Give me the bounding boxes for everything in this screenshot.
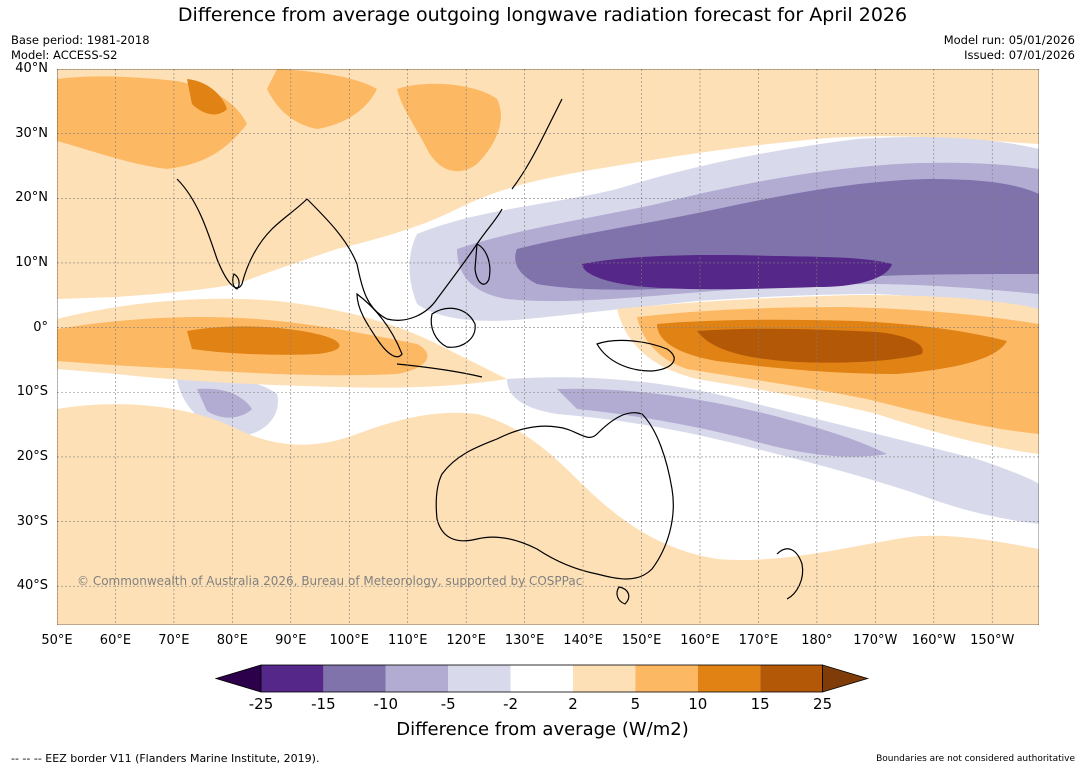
lon-label: 160°W — [911, 633, 956, 648]
india-outline — [176, 178, 308, 289]
colorbar-frame — [260, 664, 823, 693]
colorbar-tick: 2 — [568, 695, 578, 713]
lat-label: 0° — [33, 319, 48, 335]
lon-label: 50°E — [41, 633, 73, 648]
colorbar-arrow-high — [822, 664, 869, 693]
lon-label: 160°E — [680, 633, 720, 648]
lon-label: 180° — [801, 633, 833, 648]
anomaly-eq-dark-orange — [187, 326, 340, 355]
anomaly-north-light-orange — [57, 69, 1039, 299]
colorbar-segment — [323, 665, 386, 692]
anomaly-pac-deep-orange — [697, 328, 923, 363]
colorbar-segment — [635, 665, 698, 692]
colorbar — [215, 664, 869, 693]
copyright-text: © Commonwealth of Australia 2026, Bureau… — [77, 574, 583, 588]
sumatra-outline — [356, 292, 403, 358]
model-name: Model: ACCESS-S2 — [11, 48, 118, 62]
colorbar-segment — [448, 665, 511, 692]
anomaly-purple-deep — [582, 254, 892, 290]
lon-label: 150°E — [621, 633, 662, 648]
colorbar-tick: -5 — [440, 695, 456, 713]
anomaly-indian-purple-mid — [197, 388, 252, 418]
land-outlines — [176, 98, 804, 605]
colorbar-tick: 15 — [750, 695, 770, 713]
colorbar-tick: -25 — [248, 695, 274, 713]
lat-label: 10°S — [16, 384, 48, 400]
borneo-outline — [430, 307, 476, 348]
colorbar-segment — [697, 665, 761, 692]
newguinea-outline — [596, 339, 675, 372]
meta-right: Model run: 05/01/2026 Issued: 07/01/2026 — [944, 33, 1075, 63]
issued-date: Issued: 07/01/2026 — [964, 48, 1075, 62]
lon-label: 140°E — [563, 633, 603, 648]
lon-label: 70°E — [158, 633, 190, 648]
anomaly-north-dark-orange — [187, 79, 227, 115]
model-run: Model run: 05/01/2026 — [943, 33, 1075, 47]
colorbar-segment — [760, 665, 823, 692]
colorbar-segment — [510, 665, 573, 692]
lon-label: 90°E — [275, 633, 307, 648]
colorbar-tick: 10 — [688, 695, 708, 713]
nz-outline — [776, 548, 804, 600]
colorbar-segment — [261, 665, 324, 692]
base-period: Base period: 1981-2018 — [11, 33, 150, 47]
colorbar-tick: -2 — [503, 695, 519, 713]
lon-label: 130°E — [504, 633, 545, 648]
colorbar-segment — [385, 665, 449, 692]
lon-label: 170°E — [738, 633, 779, 648]
tasmania-outline — [616, 586, 630, 605]
lon-label: 150°W — [970, 633, 1015, 648]
lon-label: 120°E — [446, 633, 486, 648]
anomaly-map — [57, 69, 1039, 625]
java-outline — [396, 363, 483, 378]
lat-label: 20°S — [16, 448, 48, 464]
australia-outline — [435, 412, 674, 580]
anomaly-south-light-orange — [57, 404, 1039, 625]
lon-label: 80°E — [216, 633, 248, 648]
philippines-outline — [474, 243, 491, 285]
eez-footer: -- -- -- EEZ border V11 (Flanders Marine… — [11, 752, 320, 765]
lat-label: 40°S — [16, 578, 48, 594]
lat-label: 30°N — [15, 125, 48, 141]
colorbar-tick: 5 — [630, 695, 641, 713]
lon-label: 170°W — [853, 633, 898, 648]
meta-left: Base period: 1981-2018 Model: ACCESS-S2 — [11, 33, 150, 63]
map-title: Difference from average outgoing longwav… — [177, 4, 908, 26]
lon-label: 100°E — [329, 633, 370, 648]
anomaly-north-orange-east — [397, 83, 501, 172]
japan-outline — [511, 98, 563, 190]
colorbar-label: Difference from average (W/m2) — [396, 719, 689, 740]
colorbar-tick: -10 — [373, 695, 399, 713]
disclaimer-footer: Boundaries are not considered authoritat… — [876, 754, 1075, 764]
colorbar-tick: -15 — [311, 695, 336, 713]
gridlines — [57, 69, 1039, 625]
anomaly-fields — [57, 69, 1039, 625]
srilanka-outline — [232, 273, 240, 290]
anomaly-south-purple-mid — [557, 388, 887, 457]
lat-label: 10°N — [15, 254, 48, 270]
lat-label: 40°N — [15, 61, 48, 76]
lon-label: 110°E — [387, 633, 428, 648]
lat-label: 20°N — [15, 190, 48, 206]
lat-label: 30°S — [16, 513, 48, 529]
lon-label: 60°E — [99, 633, 132, 648]
colorbar-tick: 25 — [813, 695, 833, 713]
colorbar-arrow-low — [215, 664, 262, 693]
colorbar-segment — [573, 665, 636, 692]
